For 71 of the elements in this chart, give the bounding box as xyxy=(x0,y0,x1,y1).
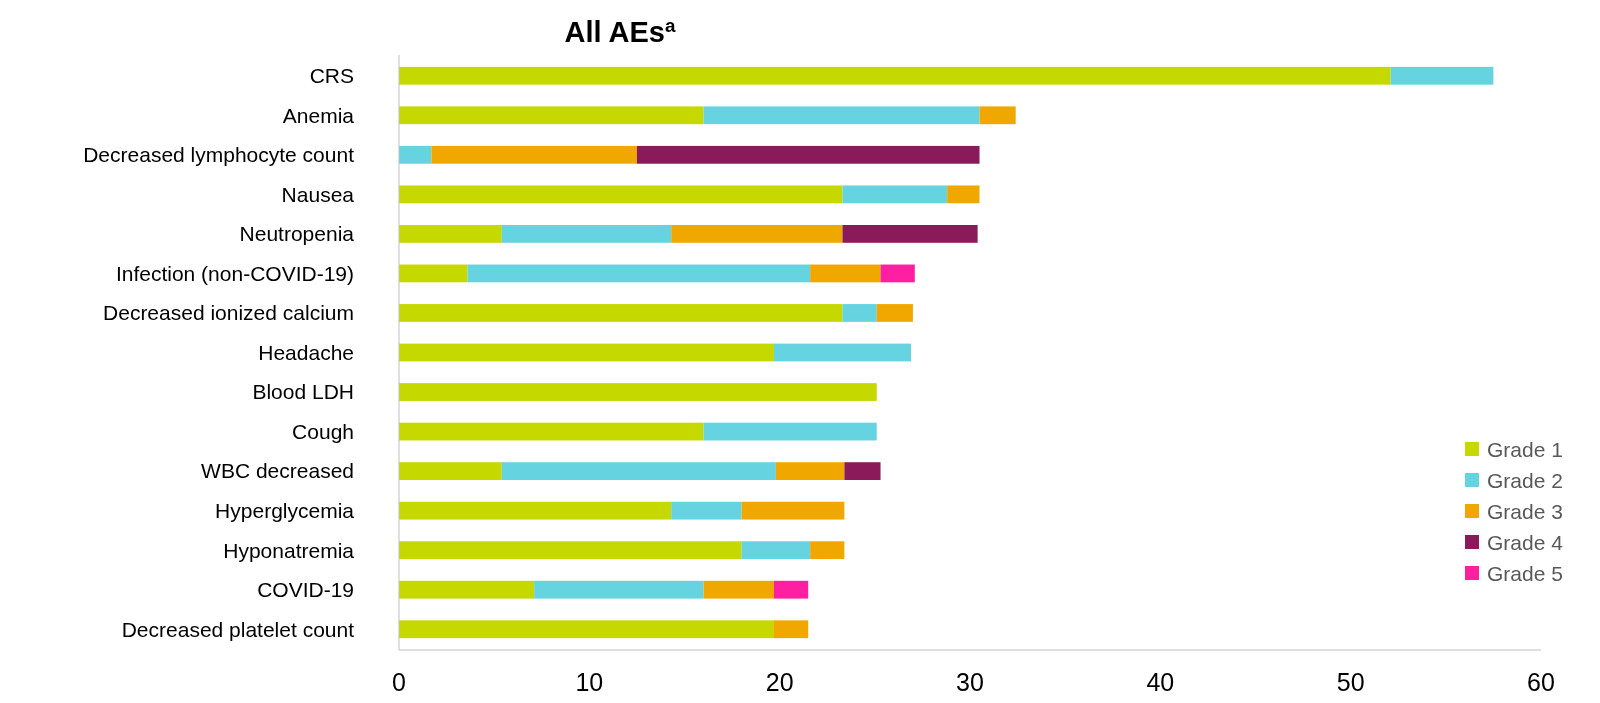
bar xyxy=(399,343,774,362)
bar xyxy=(399,580,535,599)
bar xyxy=(979,106,1016,125)
bar xyxy=(399,106,704,125)
legend-label: Grade 5 xyxy=(1487,562,1563,586)
bar xyxy=(775,462,845,480)
chart-title: All AEs$^{a}$ xyxy=(564,14,676,48)
x-tick-label: 50 xyxy=(1336,668,1365,696)
legend-label: Grade 2 xyxy=(1487,469,1563,493)
bar xyxy=(399,541,742,560)
legend-label: Grade 1 xyxy=(1487,438,1563,462)
bar xyxy=(703,580,774,599)
bar xyxy=(671,501,742,520)
y-tick-label: Blood LDH xyxy=(252,380,354,404)
bar xyxy=(399,383,877,401)
bar xyxy=(810,541,845,560)
bar xyxy=(431,145,637,164)
bar xyxy=(399,620,774,639)
bar xyxy=(501,462,776,480)
bar xyxy=(501,225,672,243)
legend-label: Grade 3 xyxy=(1487,500,1563,524)
bar xyxy=(880,264,915,283)
y-tick-label: Decreased ionized calcium xyxy=(103,301,354,325)
bar xyxy=(399,225,502,243)
bar xyxy=(876,304,913,322)
y-tick-label: Headache xyxy=(258,340,354,364)
bar xyxy=(467,264,811,283)
bar xyxy=(741,501,845,520)
legend-label: Grade 4 xyxy=(1487,531,1564,555)
x-tick-label: 10 xyxy=(575,668,604,696)
bar xyxy=(741,541,811,560)
bar xyxy=(399,462,502,480)
bar xyxy=(842,185,948,204)
bar xyxy=(844,462,881,480)
bar xyxy=(399,304,843,322)
y-tick-label: Infection (non-COVID-19) xyxy=(115,261,354,285)
bar xyxy=(671,225,843,243)
bar xyxy=(1390,66,1494,85)
bar xyxy=(534,580,704,599)
y-tick-label: Nausea xyxy=(281,182,355,206)
bar xyxy=(636,145,980,164)
bar xyxy=(399,66,1391,85)
y-tick-label: Neutropenia xyxy=(239,222,355,246)
x-tick-label: 60 xyxy=(1527,668,1555,696)
bar xyxy=(399,185,843,204)
bar xyxy=(810,264,881,283)
bar xyxy=(947,185,980,204)
bar xyxy=(399,264,468,283)
x-tick-label: 40 xyxy=(1146,668,1175,696)
y-tick-label: Decreased lymphocyte count xyxy=(83,143,355,167)
x-tick-label: 20 xyxy=(765,668,794,696)
y-tick-label: Cough xyxy=(292,419,354,443)
y-tick-label: Hyponatremia xyxy=(223,538,355,562)
y-tick-label: Decreased platelet count xyxy=(121,617,355,641)
y-tick-label: WBC decreased xyxy=(201,459,354,483)
bar xyxy=(399,422,704,441)
bar xyxy=(703,106,980,125)
y-tick-label: Anemia xyxy=(282,103,355,127)
bar xyxy=(399,145,432,164)
x-tick-label: 30 xyxy=(956,668,984,696)
x-tick-label: 0 xyxy=(392,668,406,696)
bar xyxy=(703,422,877,441)
bar xyxy=(773,343,911,362)
y-tick-label: COVID-19 xyxy=(257,578,354,602)
bar xyxy=(842,304,877,322)
y-tick-label: CRS xyxy=(309,64,354,88)
y-tick-label: Hyperglycemia xyxy=(215,498,355,522)
bar xyxy=(842,225,978,243)
bar xyxy=(773,580,809,599)
bar xyxy=(773,620,809,639)
bar xyxy=(399,501,672,520)
